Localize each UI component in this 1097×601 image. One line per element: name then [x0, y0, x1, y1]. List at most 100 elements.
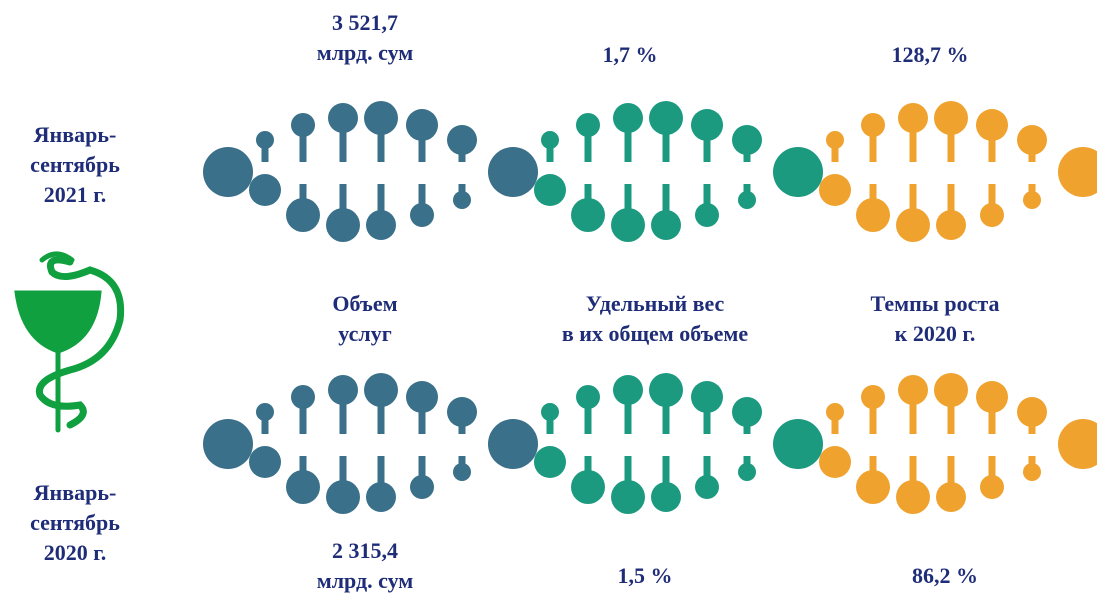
metric-label: Объем [332, 291, 397, 316]
dna-node [447, 125, 477, 155]
dna-node [406, 381, 438, 413]
dna-node [1023, 463, 1041, 481]
dna-node [291, 113, 315, 137]
dna-node [406, 109, 438, 141]
dna-node [453, 191, 471, 209]
dna-node [773, 419, 823, 469]
dna-node [826, 403, 844, 421]
dna-node [571, 198, 605, 232]
value-label: 86,2 % [912, 563, 978, 588]
period-label: 2021 г. [44, 182, 107, 207]
dna-node [732, 125, 762, 155]
dna-node [691, 381, 723, 413]
dna-node [1017, 125, 1047, 155]
dna-node [291, 385, 315, 409]
dna-node [613, 103, 643, 133]
dna-node [611, 208, 645, 242]
dna-node [576, 385, 600, 409]
dna-node [936, 482, 966, 512]
dna-node [447, 397, 477, 427]
dna-node [934, 101, 968, 135]
dna-node [453, 463, 471, 481]
dna-node [898, 375, 928, 405]
dna-node [819, 174, 851, 206]
dna-node [410, 475, 434, 499]
dna-node [976, 381, 1008, 413]
dna-node [691, 109, 723, 141]
dna-node [651, 210, 681, 240]
metric-label: Темпы роста [870, 291, 999, 316]
dna-node [249, 446, 281, 478]
dna-node [576, 113, 600, 137]
metric-label: к 2020 г. [895, 321, 976, 346]
dna-node [936, 210, 966, 240]
dna-node [1058, 147, 1097, 197]
dna-node [1058, 419, 1097, 469]
dna-node [738, 191, 756, 209]
dna-node [328, 103, 358, 133]
dna-node [366, 210, 396, 240]
dna-node [649, 373, 683, 407]
value-label: млрд. сум [317, 40, 414, 65]
period-label: сентябрь [30, 510, 120, 535]
dna-node [326, 208, 360, 242]
dna-node [410, 203, 434, 227]
dna-node [773, 147, 823, 197]
dna-node [695, 203, 719, 227]
dna-node [286, 470, 320, 504]
dna-node [856, 198, 890, 232]
dna-node [364, 373, 398, 407]
dna-node [611, 480, 645, 514]
dna-node [364, 101, 398, 135]
dna-node [738, 463, 756, 481]
dna-node [249, 174, 281, 206]
dna-node [534, 446, 566, 478]
dna-node [651, 482, 681, 512]
dna-node [541, 131, 559, 149]
dna-node [819, 446, 851, 478]
dna-node [976, 109, 1008, 141]
dna-node [488, 419, 538, 469]
metric-label: в их общем объеме [562, 321, 748, 346]
value-label: 128,7 % [892, 42, 969, 67]
value-label: 1,5 % [618, 563, 673, 588]
value-label: 1,7 % [603, 42, 658, 67]
metric-label: услуг [338, 321, 391, 346]
dna-node [898, 103, 928, 133]
dna-node [695, 475, 719, 499]
metric-label: Удельный вес [586, 291, 725, 316]
dna-node [541, 403, 559, 421]
dna-node [861, 113, 885, 137]
period-label: Январь- [34, 480, 117, 505]
dna-node [203, 147, 253, 197]
dna-node [826, 131, 844, 149]
dna-node [856, 470, 890, 504]
dna-node [571, 470, 605, 504]
dna-node [326, 480, 360, 514]
dna-node [934, 373, 968, 407]
dna-node [613, 375, 643, 405]
value-label: млрд. сум [317, 568, 414, 593]
dna-node [203, 419, 253, 469]
caduceus-icon [14, 251, 125, 433]
dna-node [980, 203, 1004, 227]
dna-node [896, 480, 930, 514]
dna-strand [203, 373, 1097, 514]
dna-node [1023, 191, 1041, 209]
dna-strand [203, 101, 1097, 242]
dna-node [286, 198, 320, 232]
value-label: 3 521,7 [332, 10, 398, 35]
period-label: Январь- [34, 122, 117, 147]
dna-node [256, 403, 274, 421]
period-label: сентябрь [30, 152, 120, 177]
dna-node [534, 174, 566, 206]
dna-node [1017, 397, 1047, 427]
dna-node [649, 101, 683, 135]
value-label: 2 315,4 [332, 538, 398, 563]
dna-node [861, 385, 885, 409]
period-label: 2020 г. [44, 540, 107, 565]
dna-node [896, 208, 930, 242]
dna-node [980, 475, 1004, 499]
dna-node [256, 131, 274, 149]
